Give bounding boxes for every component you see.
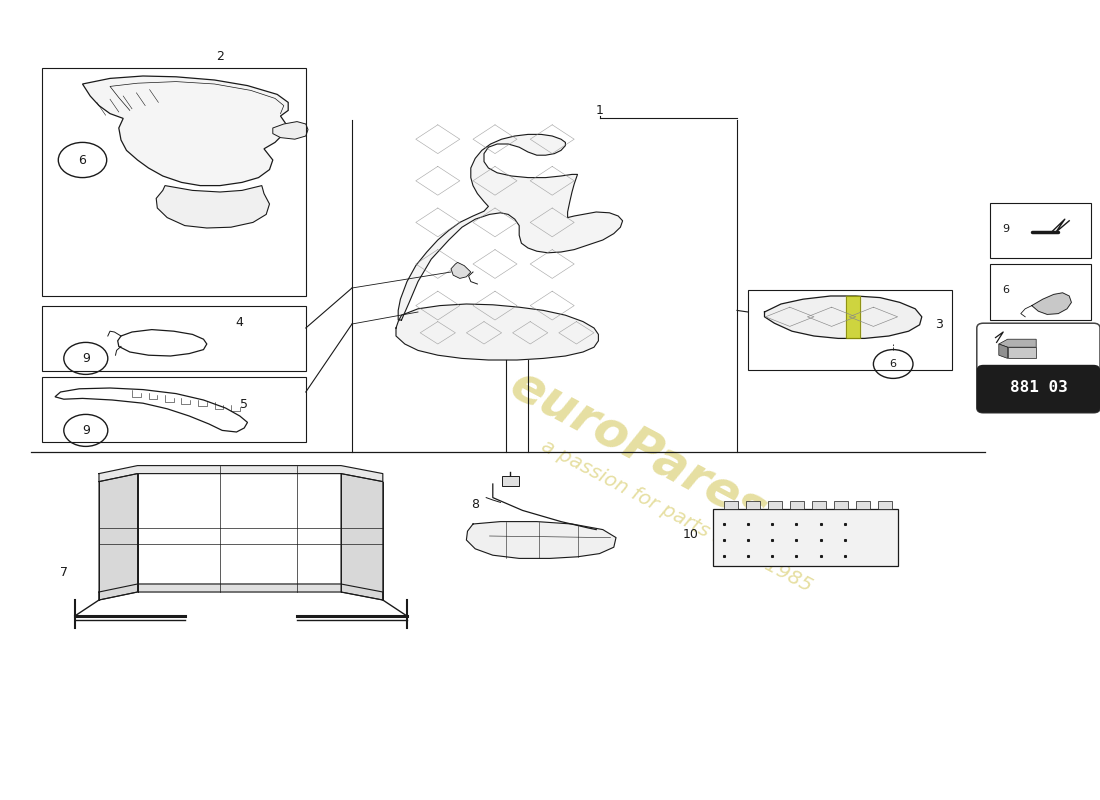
Bar [856,501,870,509]
Bar [42,306,306,371]
Text: 3: 3 [935,318,944,330]
Polygon shape [82,76,288,186]
Bar [768,501,782,509]
Polygon shape [999,344,1008,358]
Polygon shape [398,134,623,320]
Text: euroPares: euroPares [502,360,774,536]
Polygon shape [1008,347,1036,358]
Polygon shape [99,584,383,600]
Bar [812,501,826,509]
Bar [878,501,892,509]
Bar [724,501,738,509]
Bar [713,509,898,566]
Polygon shape [341,474,383,600]
Polygon shape [99,474,138,600]
Text: 6: 6 [890,359,896,369]
Bar [746,501,760,509]
Bar [790,501,804,509]
Text: 9: 9 [1002,224,1009,234]
Text: 9: 9 [81,424,90,437]
Polygon shape [99,466,383,482]
Bar [502,476,519,486]
Text: 6: 6 [78,154,87,166]
Polygon shape [156,186,270,228]
FancyBboxPatch shape [977,323,1100,413]
FancyBboxPatch shape [977,365,1100,413]
Text: 6: 6 [1002,286,1009,295]
Text: 1: 1 [595,104,604,117]
Text: 5: 5 [240,398,249,410]
Polygon shape [999,339,1036,347]
Text: a passion for parts since 1985: a passion for parts since 1985 [538,436,815,596]
Text: 4: 4 [235,316,244,329]
Bar [748,290,952,370]
Polygon shape [764,296,922,338]
Polygon shape [273,122,308,139]
Polygon shape [466,522,616,558]
Text: 7: 7 [59,566,68,578]
Polygon shape [846,296,860,338]
Bar [990,264,1091,320]
Bar [42,377,306,442]
Text: 8: 8 [471,498,480,510]
Text: 881 03: 881 03 [1010,381,1067,395]
Polygon shape [451,262,471,278]
Polygon shape [1032,293,1071,314]
Text: 9: 9 [81,352,90,365]
Bar [834,501,848,509]
Text: 2: 2 [216,50,224,62]
Polygon shape [396,304,598,360]
Bar [990,203,1091,258]
Bar [42,68,306,296]
Text: 10: 10 [683,528,698,541]
